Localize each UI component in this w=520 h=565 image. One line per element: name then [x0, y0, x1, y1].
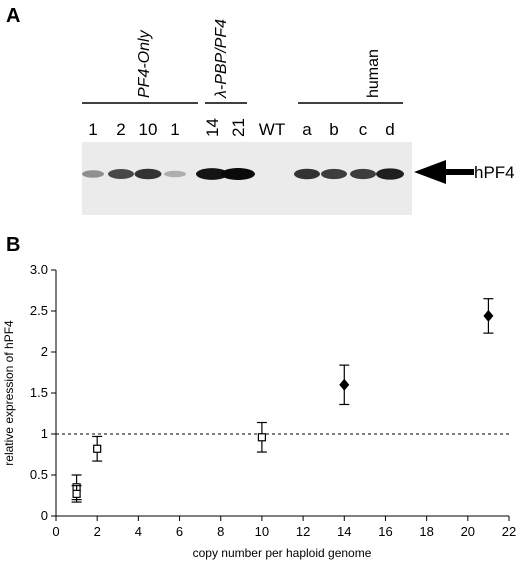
x-axis-ticks: 0 2 4 6 8 10 12 14 16 18 20 22	[52, 516, 516, 539]
x-tick-label: 0	[52, 524, 59, 539]
y-axis-ticks: 0 0.5 1 1.5 2 2.5 3.0	[30, 262, 56, 523]
data-points	[71, 298, 494, 503]
band	[350, 168, 376, 180]
y-tick-label: 0.5	[30, 467, 48, 482]
filled-diamond-marker	[339, 378, 350, 391]
y-tick-label: 1.5	[30, 385, 48, 400]
lane-label: WT	[259, 120, 285, 139]
arrowhead-icon	[414, 160, 446, 184]
data-point	[483, 298, 494, 334]
data-point	[256, 421, 267, 453]
x-tick-label: 10	[255, 524, 269, 539]
open-square-marker	[93, 444, 102, 453]
x-tick-label: 6	[176, 524, 183, 539]
x-tick-label: 12	[296, 524, 310, 539]
x-tick-label: 2	[94, 524, 101, 539]
x-tick-label: 20	[461, 524, 475, 539]
x-tick-label: 16	[378, 524, 392, 539]
panel-a-label: A	[6, 5, 20, 27]
band	[108, 169, 134, 179]
band	[221, 168, 255, 180]
group-label-pf4-only: PF4-Only	[136, 29, 153, 98]
western-blot	[82, 142, 412, 215]
lane-label: 2	[116, 120, 125, 139]
y-tick-label: 1	[41, 426, 48, 441]
group-label-lambda-pbp-pf4: λ-PBP/PF4	[213, 19, 230, 99]
band	[164, 170, 186, 178]
y-tick-label: 2	[41, 344, 48, 359]
lane-label: 10	[139, 120, 158, 139]
arrow-label: hPF4	[474, 163, 515, 182]
lane-label: c	[359, 120, 368, 139]
band	[294, 168, 320, 180]
lane-label: d	[385, 120, 394, 139]
lane-label: 21	[229, 118, 248, 137]
x-tick-label: 4	[135, 524, 142, 539]
hpf4-arrow	[414, 160, 474, 184]
x-tick-label: 22	[502, 524, 516, 539]
y-tick-label: 2.5	[30, 303, 48, 318]
y-axis-title: relative expression of hPF4	[2, 320, 16, 466]
x-tick-label: 8	[217, 524, 224, 539]
data-point	[339, 364, 350, 406]
x-tick-label: 14	[337, 524, 351, 539]
band	[321, 168, 347, 180]
data-point	[92, 435, 103, 462]
lane-label: a	[302, 120, 312, 139]
lane-label: 1	[88, 120, 97, 139]
lane-label: b	[329, 120, 338, 139]
arrow-shaft	[444, 169, 474, 175]
lane-labels: 1 2 10 1 14 21 WT a b c d	[88, 118, 394, 139]
band	[82, 170, 104, 178]
y-tick-label: 3.0	[30, 262, 48, 277]
group-label-human: human	[365, 49, 382, 98]
band	[376, 168, 404, 180]
panel-b-label: B	[6, 234, 20, 256]
band	[134, 168, 162, 180]
open-square-marker	[257, 433, 267, 442]
y-tick-label: 0	[41, 508, 48, 523]
chart: 0 0.5 1 1.5 2 2.5 3.0 0 2 4 6 8 10 12 14 16 18 20 22 copy…	[2, 262, 516, 560]
data-point	[71, 485, 82, 503]
band	[196, 168, 228, 180]
x-axis-title: copy number per haploid genome	[193, 546, 372, 560]
filled-diamond-marker	[483, 309, 494, 322]
lane-label: 1	[170, 120, 179, 139]
x-tick-label: 18	[419, 524, 433, 539]
lane-label: 14	[203, 118, 222, 137]
open-square-marker	[72, 489, 81, 498]
